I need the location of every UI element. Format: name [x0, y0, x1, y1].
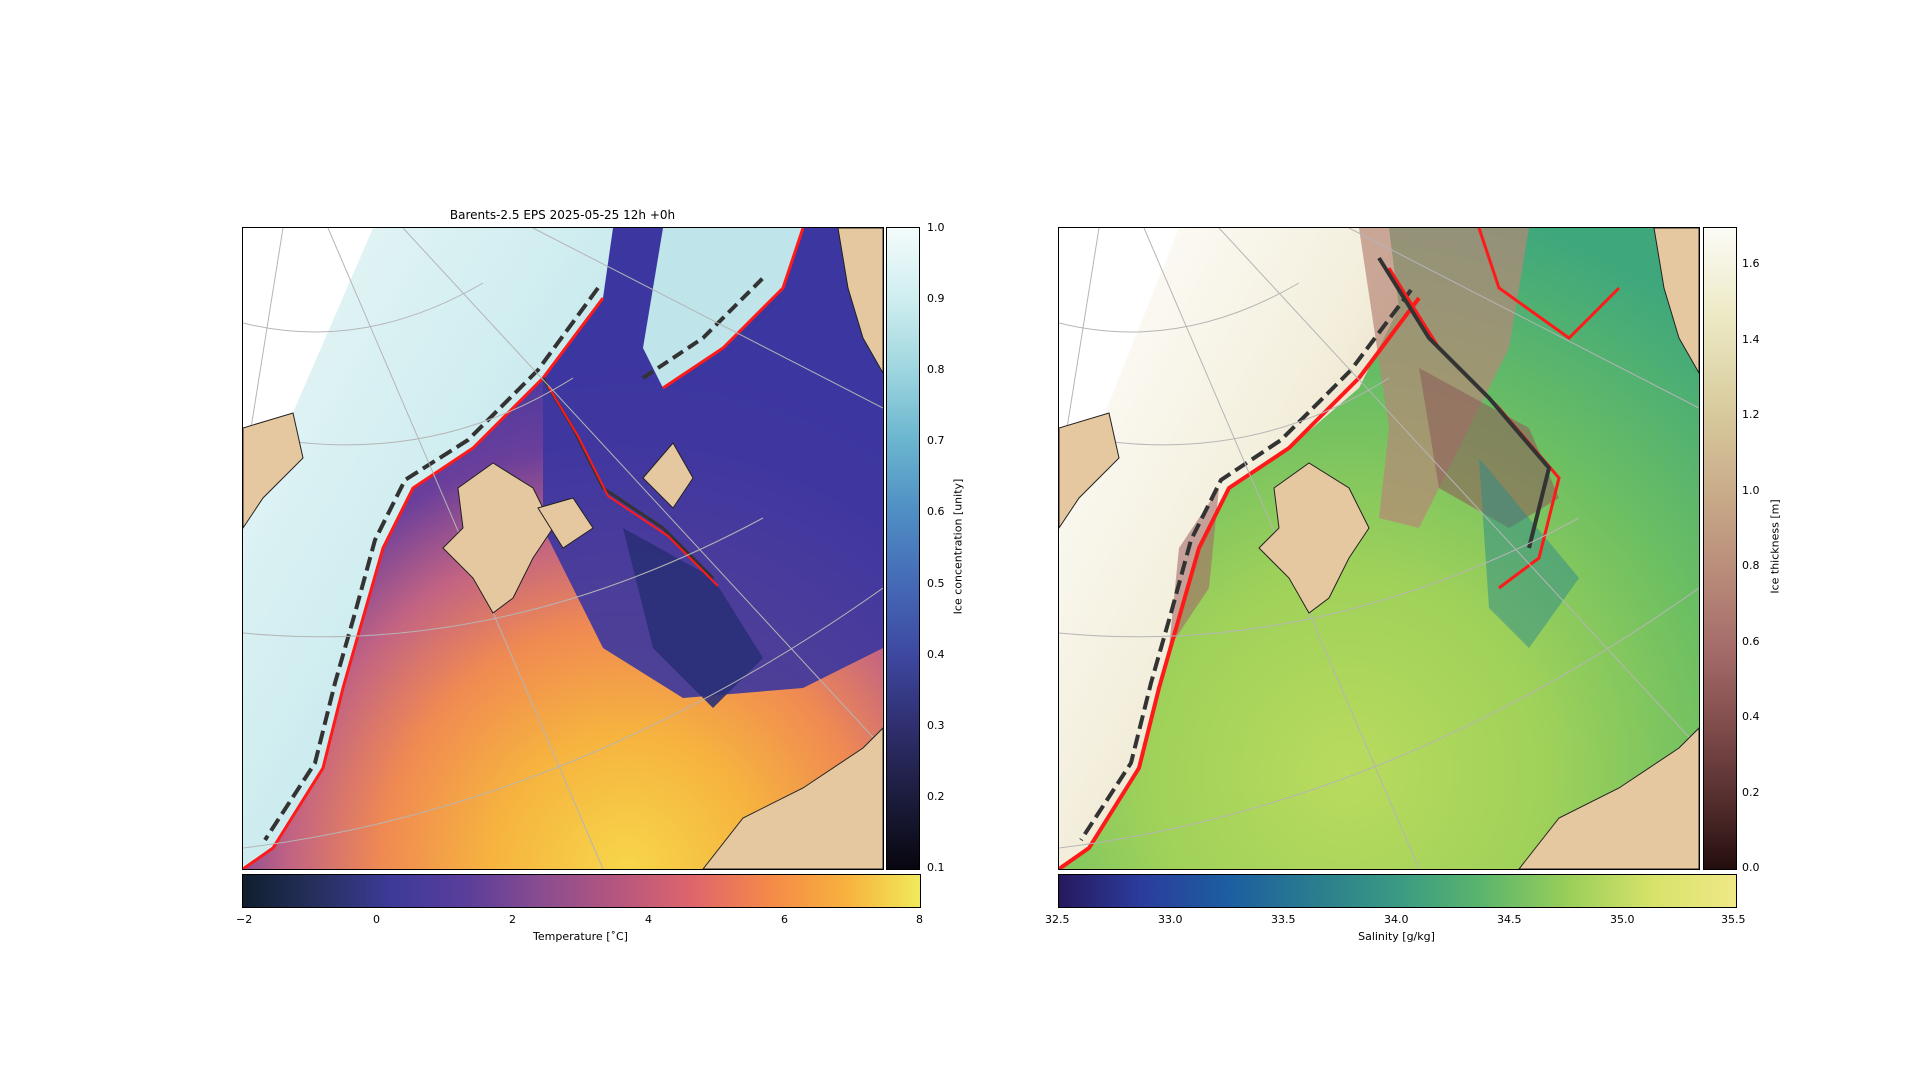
right-map-canvas	[1059, 228, 1699, 869]
thick-tick-9: 0.0	[1742, 861, 1760, 874]
temp-tick-4: 4	[645, 913, 652, 926]
ice-thickness-label: Ice thickness [m]	[1768, 499, 1782, 594]
ice-tick-10: 0.1	[927, 861, 945, 874]
temperature-label: Temperature [˚C]	[533, 930, 628, 943]
ice-tick-7: 0.4	[927, 648, 945, 661]
sal-tick-7: 35.5	[1721, 913, 1746, 926]
thick-tick-3: 1.2	[1742, 408, 1760, 421]
salinity-colorbar	[1058, 874, 1737, 908]
left-map-canvas	[243, 228, 883, 869]
thick-tick-4: 1.0	[1742, 484, 1760, 497]
thick-tick-7: 0.4	[1742, 710, 1760, 723]
ice-tick-2: 0.9	[927, 292, 945, 305]
sal-tick-3: 33.5	[1271, 913, 1296, 926]
thick-tick-1: 1.6	[1742, 257, 1760, 270]
novaya-zemlya	[837, 228, 883, 375]
ice-tick-6: 0.5	[927, 577, 945, 590]
svalbard	[442, 462, 554, 614]
land	[243, 228, 883, 869]
ice-tick-3: 0.8	[927, 363, 945, 376]
ice-tick-8: 0.3	[927, 719, 945, 732]
thick-tick-6: 0.6	[1742, 635, 1760, 648]
land	[1059, 228, 1699, 869]
thick-tick-5: 0.8	[1742, 559, 1760, 572]
ice-tick-5: 0.6	[927, 505, 945, 518]
salinity-label: Salinity [g/kg]	[1358, 930, 1435, 943]
sal-tick-4: 34.0	[1384, 913, 1409, 926]
temp-tick-1: −2	[236, 913, 253, 926]
ice-concentration-colorbar	[886, 227, 920, 870]
scandinavia	[702, 727, 883, 869]
sal-tick-6: 35.0	[1610, 913, 1635, 926]
right-map[interactable]	[1058, 227, 1700, 870]
ice-thickness-colorbar	[1703, 227, 1737, 870]
temp-tick-5: 6	[781, 913, 788, 926]
left-map[interactable]	[242, 227, 884, 870]
ice-tick-9: 0.2	[927, 790, 945, 803]
thick-tick-2: 1.4	[1742, 333, 1760, 346]
ice-tick-1: 1.0	[927, 221, 945, 234]
sal-tick-1: 32.5	[1045, 913, 1070, 926]
sal-tick-5: 34.5	[1497, 913, 1522, 926]
temp-tick-2: 0	[373, 913, 380, 926]
ice-concentration-label: Ice concentration [unity]	[951, 478, 965, 615]
greenland-edge	[243, 412, 304, 529]
thick-tick-8: 0.2	[1742, 786, 1760, 799]
figure-title: Barents-2.5 EPS 2025-05-25 12h +0h	[449, 208, 676, 222]
cold-water-region	[543, 228, 883, 698]
ice-tick-4: 0.7	[927, 434, 945, 447]
temp-tick-6: 8	[916, 913, 923, 926]
temperature-colorbar	[242, 874, 921, 908]
temp-tick-3: 2	[509, 913, 516, 926]
sal-tick-2: 33.0	[1158, 913, 1183, 926]
